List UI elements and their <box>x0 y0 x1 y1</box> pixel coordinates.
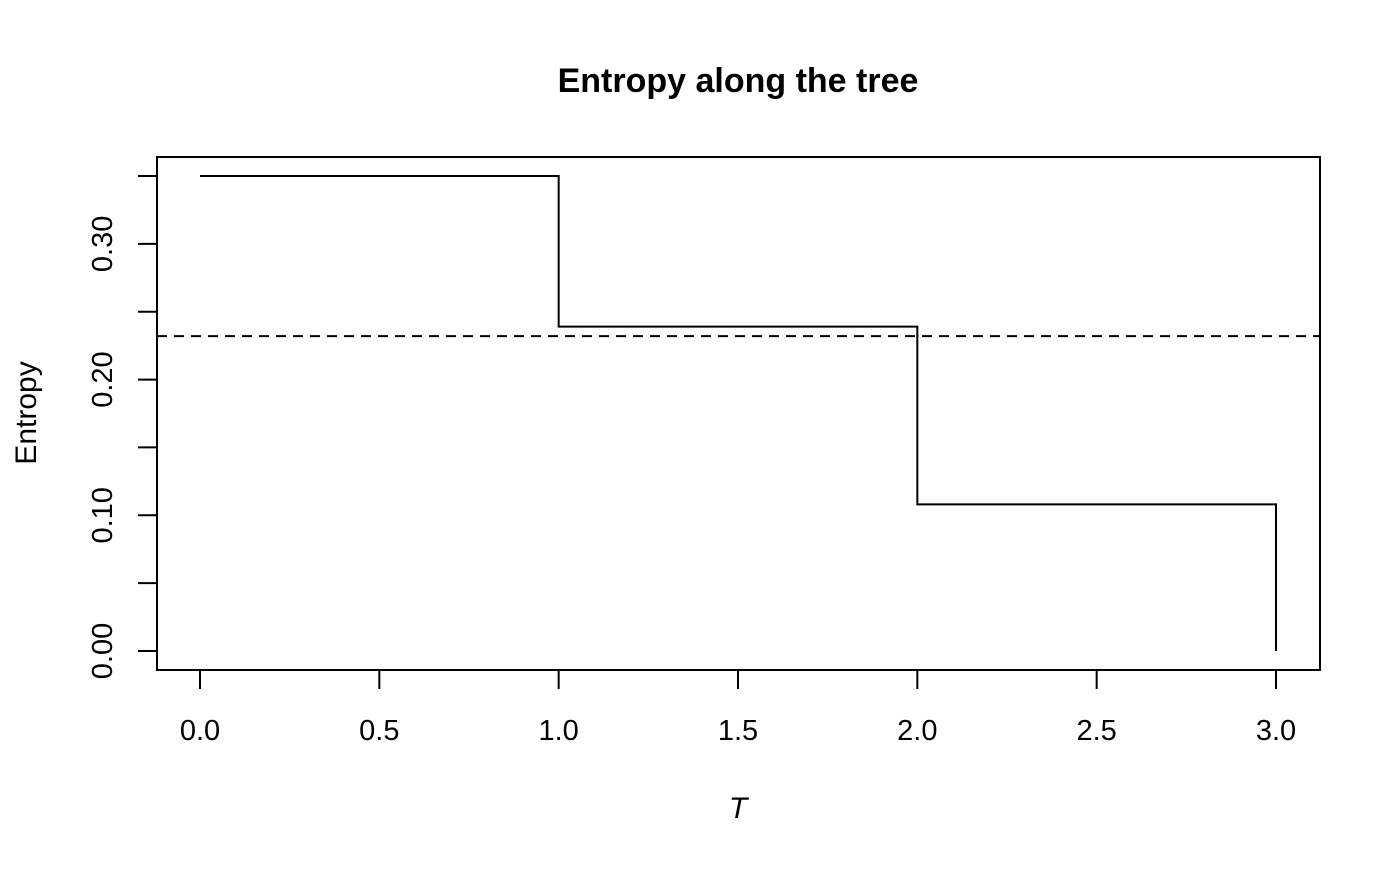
y-tick-label: 0.30 <box>87 216 119 272</box>
x-tick-label: 3.0 <box>1256 715 1296 747</box>
y-axis-label: Entropy <box>10 361 43 464</box>
x-tick-label: 0.0 <box>180 715 220 747</box>
x-axis-label: T <box>729 792 750 825</box>
y-tick-label: 0.20 <box>87 351 119 407</box>
series-group <box>200 175 1277 651</box>
y-tick-label: 0.00 <box>87 623 119 679</box>
x-tick-label: 1.5 <box>718 715 758 747</box>
x-tick-label: 1.0 <box>539 715 579 747</box>
x-tick-label: 2.0 <box>897 715 937 747</box>
series-line <box>200 175 1277 651</box>
chart-title: Entropy along the tree <box>558 62 919 100</box>
y-tick-label: 0.10 <box>87 487 119 543</box>
plot-frame <box>156 156 1321 671</box>
x-tick-label: 2.5 <box>1077 715 1117 747</box>
x-axis: 0.0 0.5 1.0 1.5 2.0 2.5 3.0 <box>180 669 1296 747</box>
x-tick-label: 0.5 <box>359 715 399 747</box>
y-axis: 0.00 0.10 0.20 0.30 <box>87 175 158 679</box>
